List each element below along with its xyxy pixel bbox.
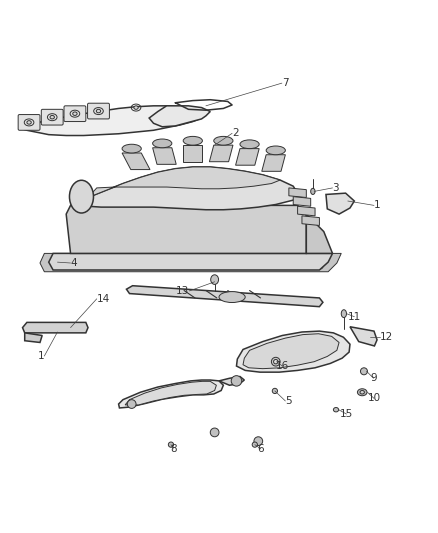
Text: 1: 1	[38, 351, 44, 361]
Polygon shape	[71, 167, 297, 210]
Polygon shape	[297, 206, 315, 216]
Ellipse shape	[127, 400, 136, 408]
Ellipse shape	[254, 437, 263, 446]
Polygon shape	[22, 322, 88, 333]
Ellipse shape	[333, 408, 339, 412]
Polygon shape	[209, 145, 233, 161]
Ellipse shape	[316, 260, 323, 265]
Polygon shape	[243, 334, 339, 369]
FancyBboxPatch shape	[18, 115, 40, 130]
Ellipse shape	[357, 389, 367, 395]
Polygon shape	[40, 253, 341, 272]
Polygon shape	[183, 145, 202, 161]
Text: 14: 14	[97, 294, 110, 304]
Text: 3: 3	[332, 183, 339, 193]
Ellipse shape	[50, 116, 54, 119]
Polygon shape	[236, 149, 259, 165]
Ellipse shape	[183, 136, 202, 145]
Polygon shape	[262, 155, 286, 171]
Text: 9: 9	[370, 373, 377, 383]
Polygon shape	[49, 253, 332, 270]
Ellipse shape	[341, 310, 346, 318]
Ellipse shape	[152, 139, 172, 148]
Ellipse shape	[210, 428, 219, 437]
Ellipse shape	[360, 391, 364, 394]
Polygon shape	[22, 106, 206, 135]
Text: 1: 1	[374, 200, 381, 211]
Ellipse shape	[311, 188, 315, 195]
Ellipse shape	[272, 357, 280, 366]
Polygon shape	[119, 380, 223, 408]
Text: 8: 8	[170, 444, 177, 454]
Polygon shape	[149, 106, 210, 127]
Text: 16: 16	[276, 361, 289, 371]
Text: 10: 10	[367, 393, 381, 403]
Polygon shape	[127, 286, 323, 306]
Ellipse shape	[360, 368, 367, 375]
Ellipse shape	[70, 180, 93, 213]
Ellipse shape	[266, 146, 286, 155]
Ellipse shape	[272, 389, 278, 393]
Ellipse shape	[281, 260, 288, 265]
Ellipse shape	[316, 264, 323, 269]
Ellipse shape	[96, 109, 101, 113]
FancyBboxPatch shape	[88, 103, 110, 119]
Ellipse shape	[63, 260, 70, 265]
FancyBboxPatch shape	[41, 109, 63, 125]
Polygon shape	[306, 214, 332, 253]
Ellipse shape	[237, 260, 244, 265]
Ellipse shape	[122, 144, 141, 153]
Text: 7: 7	[282, 78, 289, 88]
Ellipse shape	[63, 264, 70, 269]
Polygon shape	[219, 376, 244, 385]
Polygon shape	[326, 193, 354, 214]
Polygon shape	[88, 167, 280, 198]
Ellipse shape	[211, 275, 219, 285]
Text: 4: 4	[71, 258, 77, 268]
Polygon shape	[152, 148, 176, 164]
Ellipse shape	[214, 136, 233, 145]
Text: 5: 5	[286, 396, 292, 406]
Text: 2: 2	[232, 128, 239, 139]
Polygon shape	[237, 331, 350, 372]
Ellipse shape	[194, 260, 201, 265]
Ellipse shape	[150, 260, 157, 265]
Ellipse shape	[27, 120, 31, 124]
Polygon shape	[122, 153, 150, 169]
Text: 11: 11	[348, 312, 361, 322]
Text: 13: 13	[176, 286, 189, 296]
FancyBboxPatch shape	[64, 106, 86, 122]
Polygon shape	[350, 327, 377, 346]
Ellipse shape	[106, 260, 113, 265]
Polygon shape	[302, 216, 319, 225]
Polygon shape	[125, 381, 216, 405]
Ellipse shape	[73, 112, 77, 116]
Text: 15: 15	[340, 409, 353, 419]
Polygon shape	[25, 333, 42, 343]
Polygon shape	[66, 205, 306, 253]
Ellipse shape	[231, 376, 242, 386]
Ellipse shape	[274, 359, 278, 364]
Ellipse shape	[240, 140, 259, 149]
Polygon shape	[289, 188, 306, 198]
Text: 12: 12	[380, 332, 393, 342]
Text: 6: 6	[258, 444, 264, 454]
Ellipse shape	[134, 106, 138, 109]
Ellipse shape	[252, 442, 258, 447]
Ellipse shape	[219, 292, 245, 303]
Ellipse shape	[168, 442, 173, 447]
Polygon shape	[293, 197, 311, 206]
